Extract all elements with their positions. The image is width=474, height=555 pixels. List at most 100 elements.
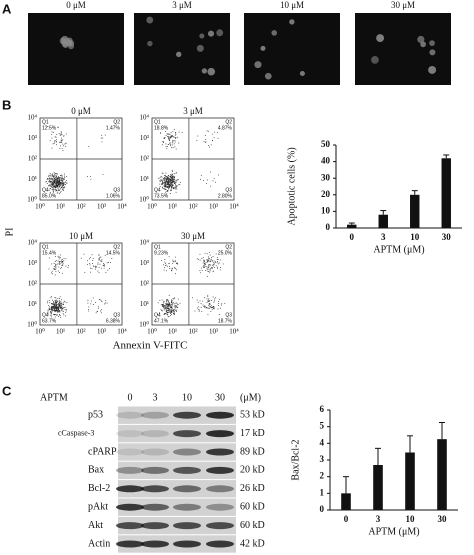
event-dot <box>172 177 174 179</box>
event-dot <box>166 180 168 181</box>
event-dot <box>171 300 173 302</box>
blot-band <box>116 466 144 474</box>
event-dot <box>58 308 60 310</box>
event-dot <box>56 176 58 178</box>
y-tick-label: 40 <box>321 156 331 166</box>
event-dot <box>171 190 172 192</box>
event-dot <box>56 314 58 316</box>
event-dot <box>169 133 171 135</box>
event-dot <box>60 187 62 189</box>
event-dot <box>174 137 176 138</box>
event-dot <box>164 181 166 183</box>
event-dot <box>54 182 55 184</box>
event-dot <box>167 136 168 137</box>
event-dot <box>87 260 88 262</box>
event-dot <box>211 260 213 262</box>
event-dot <box>51 313 52 314</box>
cell <box>289 19 295 25</box>
event-dot <box>163 188 165 189</box>
event-dot <box>54 140 56 142</box>
event-dot <box>59 182 60 184</box>
event-dot <box>98 266 100 268</box>
event-dot <box>209 271 211 273</box>
event-dot <box>62 150 64 151</box>
cell <box>371 56 379 64</box>
event-dot <box>59 304 60 306</box>
event-dot <box>58 304 60 306</box>
size-label: 60 kD <box>240 520 265 531</box>
event-dot <box>55 178 57 179</box>
event-dot <box>51 309 53 311</box>
event-dot <box>168 300 170 302</box>
event-dot <box>59 305 61 306</box>
quadrant-name: Q3 <box>113 187 120 193</box>
event-dot <box>204 260 205 262</box>
event-dot <box>46 178 48 180</box>
event-dot <box>167 314 169 315</box>
event-dot <box>84 271 86 273</box>
event-dot <box>210 144 212 146</box>
lane-label: 3 <box>153 392 158 403</box>
event-dot <box>61 306 63 308</box>
event-dot <box>59 307 61 308</box>
event-dot <box>88 309 89 310</box>
axis-tick-label: 10⁰ <box>35 328 45 336</box>
event-dot <box>167 303 169 305</box>
event-dot <box>97 262 99 264</box>
event-dot <box>174 179 176 180</box>
event-dot <box>55 303 57 305</box>
event-dot <box>61 175 63 177</box>
event-dot <box>62 177 63 179</box>
event-dot <box>164 182 166 184</box>
event-dot <box>52 307 54 309</box>
event-dot <box>205 261 207 263</box>
event-dot <box>165 135 167 136</box>
event-dot <box>50 183 52 184</box>
event-dot <box>171 134 173 136</box>
event-dot <box>56 305 57 307</box>
event-dot <box>175 137 177 139</box>
event-dot <box>52 176 54 177</box>
event-dot <box>60 303 62 304</box>
event-dot <box>54 176 56 178</box>
event-dot <box>58 180 59 182</box>
event-dot <box>206 306 207 308</box>
axis-tick-label: 10¹ <box>28 300 37 308</box>
event-dot <box>62 304 64 306</box>
event-dot <box>58 193 60 194</box>
event-dot <box>164 178 165 180</box>
event-dot <box>49 302 51 304</box>
event-dot <box>52 175 54 177</box>
event-dot <box>61 134 63 136</box>
event-dot <box>168 185 170 187</box>
event-dot <box>104 265 106 267</box>
event-dot <box>106 302 108 304</box>
quadrant-name: Q1 <box>42 244 49 250</box>
event-dot <box>170 137 172 139</box>
event-dot <box>168 177 169 179</box>
quadrant-name: Q3 <box>113 312 120 318</box>
event-dot <box>60 257 61 259</box>
event-dot <box>99 299 101 301</box>
event-dot <box>93 266 95 267</box>
event-dot <box>62 308 64 310</box>
event-dot <box>101 259 103 261</box>
event-dot <box>57 306 59 308</box>
event-dot <box>218 304 219 306</box>
event-dot <box>175 132 177 133</box>
blot-strip <box>118 498 236 516</box>
axis-tick-label: 10¹ <box>28 175 37 183</box>
event-dot <box>208 307 209 309</box>
event-dot <box>55 268 57 270</box>
event-dot <box>162 182 163 183</box>
event-dot <box>204 267 206 268</box>
event-dot <box>166 306 168 307</box>
event-dot <box>204 305 205 307</box>
event-dot <box>164 175 166 176</box>
event-dot <box>61 307 63 309</box>
event-dot <box>51 311 53 313</box>
event-dot <box>53 178 55 179</box>
event-dot <box>62 185 64 187</box>
event-dot <box>196 139 198 141</box>
event-dot <box>207 314 209 316</box>
